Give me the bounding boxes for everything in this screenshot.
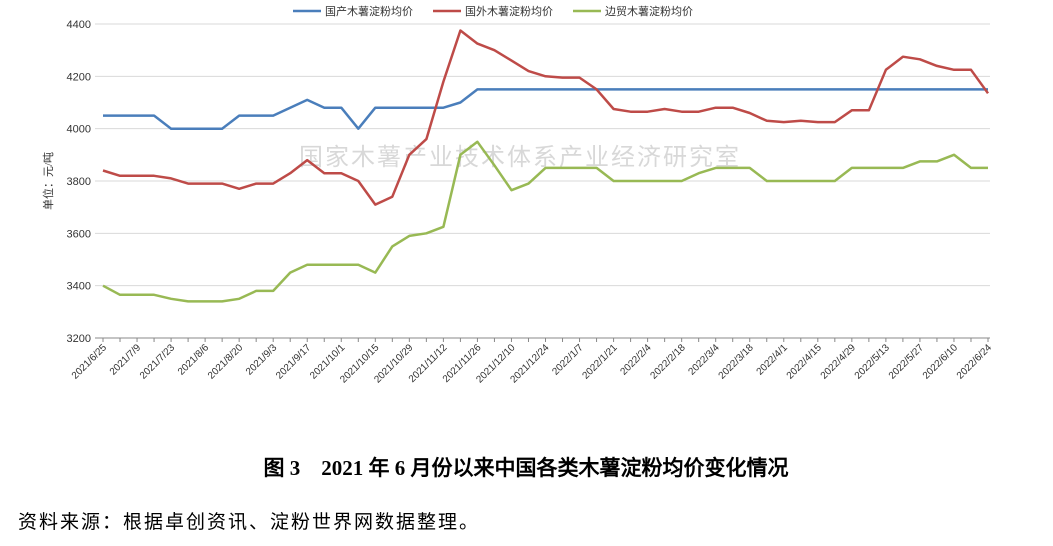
series-line [103,88,988,130]
x-tick-label: 2021/9/17 [274,342,314,382]
x-tick-label: 2021/6/25 [70,342,110,382]
y-tick-label: 3400 [67,281,91,293]
x-tick-label: 2022/3/18 [717,342,757,382]
y-tick-label: 3600 [67,228,91,240]
y-tick-label: 3200 [67,333,91,345]
legend-label: 国产木薯淀粉均价 [325,4,413,18]
x-tick-label: 2022/6/24 [955,342,995,382]
series-line [102,29,990,206]
y-tick-label: 3800 [67,176,91,188]
x-tick-label: 2022/2/18 [649,342,689,382]
series-line [102,140,988,303]
x-tick-label: 2022/5/27 [887,342,927,382]
x-tick-label: 2022/5/13 [853,342,893,382]
caption: 图 3 2021 年 6 月份以来中国各类木薯淀粉均价变化情况 [264,456,789,480]
y-tick-label: 4000 [67,124,91,136]
legend-label: 边贸木薯淀粉均价 [605,4,693,18]
y-tick-label: 4400 [67,19,91,31]
x-tick-label: 2021/8/20 [206,342,246,382]
y-axis-label: 单位：元/吨 [41,152,55,210]
x-tick-label: 2022/4/29 [819,342,859,382]
x-tick-label: 2022/1/21 [580,342,620,382]
source-note: 资料来源：根据卓创资讯、淀粉世界网数据整理。 [18,511,480,533]
x-tick-label: 2022/4/15 [785,342,825,382]
legend-label: 国外木薯淀粉均价 [465,4,553,18]
x-tick-label: 2022/6/10 [921,342,961,382]
x-tick-label: 2021/7/23 [138,342,178,382]
watermark: 国家木薯产业技术体系产业经济研究室 [299,144,741,171]
y-tick-label: 4200 [67,71,91,83]
